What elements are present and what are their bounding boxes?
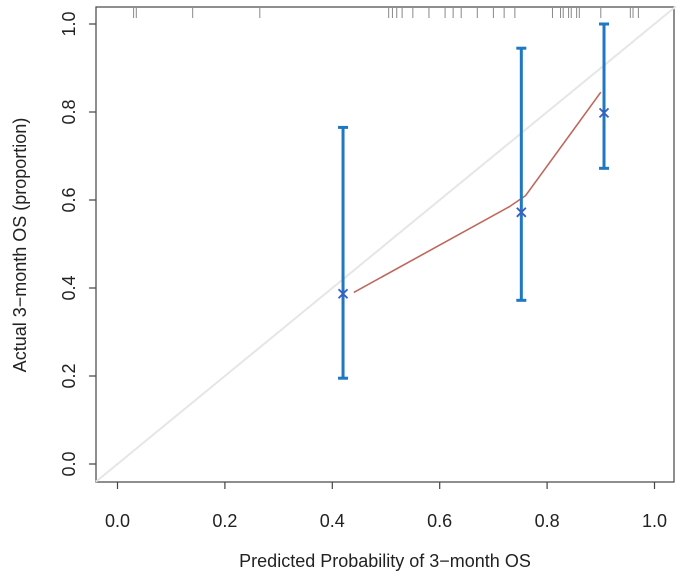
y-axis: 0.0 0.2 0.4 0.6 0.8 1.0 [59,11,96,477]
y-tick-label: 0.6 [59,187,79,212]
x-tick-label: 0.2 [212,511,237,531]
x-tick-label: 0.4 [320,511,345,531]
point-marker-stroke [337,288,349,299]
point-marker-stroke [598,107,610,119]
rug-marks [133,8,639,18]
reference-line [95,5,677,483]
x-tick-label: 0.6 [427,511,452,531]
x-axis: 0.0 0.2 0.4 0.6 0.8 1.0 [105,482,667,531]
point-marker [516,207,527,218]
y-axis-title: Actual 3−month OS (proportion) [10,118,30,373]
plot-frame [95,6,675,483]
x-tick-label: 0.0 [105,511,130,531]
calibration-line [353,91,602,294]
point-marker [598,107,610,119]
x-tick-label: 0.8 [535,511,560,531]
x-axis-title: Predicted Probability of 3−month OS [239,551,531,571]
y-tick-label: 0.2 [59,363,79,388]
data-points [337,107,610,299]
y-tick-label: 0.4 [59,275,79,300]
y-tick-label: 0.0 [59,451,79,476]
error-bars [338,22,610,380]
x-tick-label: 1.0 [642,511,667,531]
y-tick-label: 0.8 [59,99,79,124]
point-marker-stroke [516,207,527,218]
point-marker [337,288,349,299]
y-tick-label: 1.0 [59,11,79,36]
